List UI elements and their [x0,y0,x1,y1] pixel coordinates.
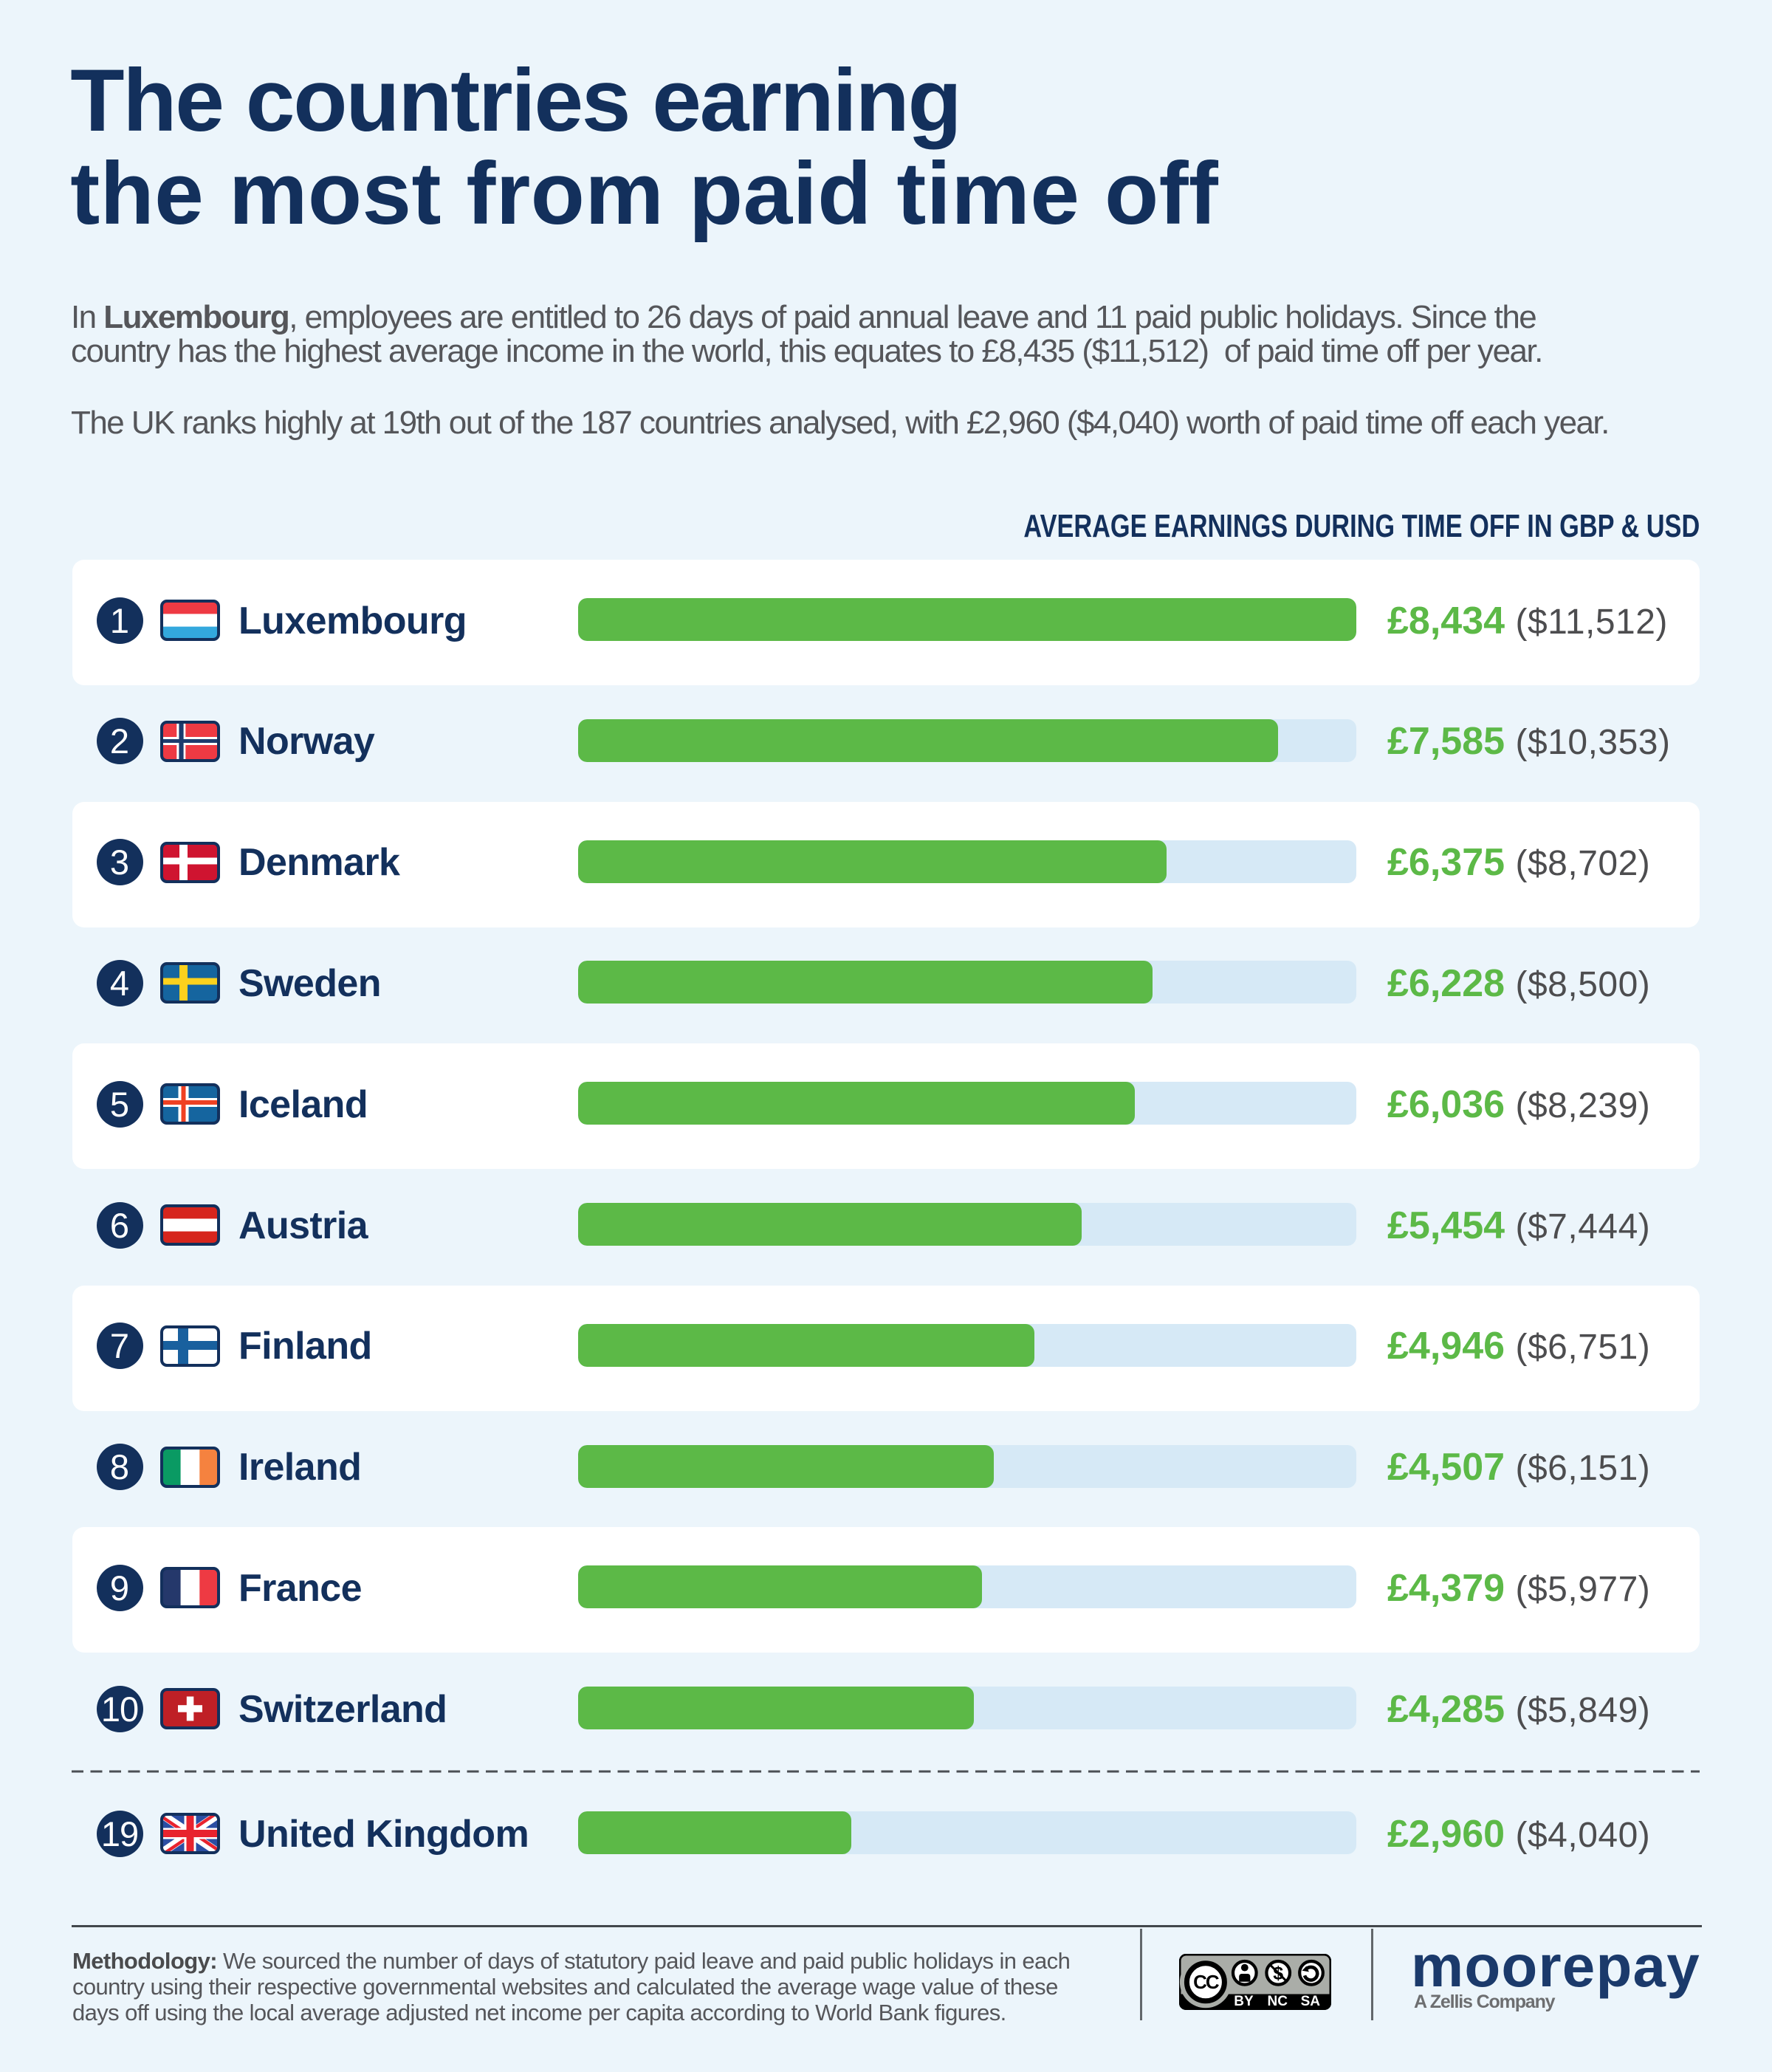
svg-text:NC: NC [1267,1994,1288,2009]
svg-text:CC: CC [1193,1971,1220,1993]
svg-text:SA: SA [1301,1994,1321,2009]
svg-text:BY: BY [1234,1994,1254,2009]
